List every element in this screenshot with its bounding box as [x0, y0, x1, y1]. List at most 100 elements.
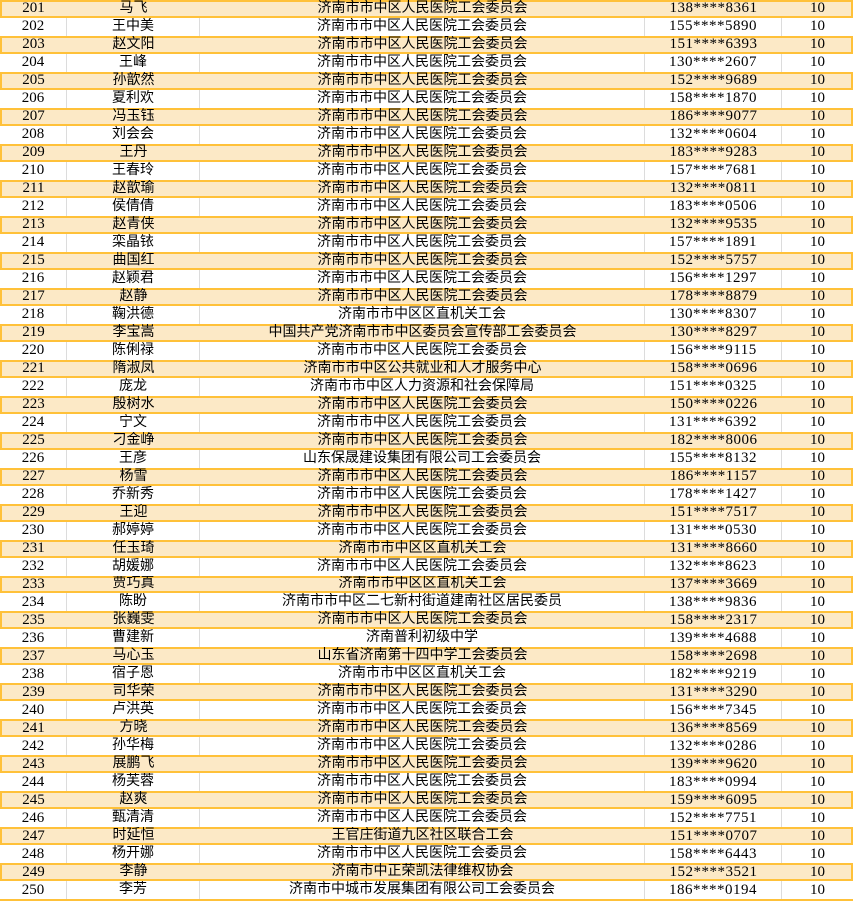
- cell-score[interactable]: 10: [810, 108, 825, 125]
- cell-score[interactable]: 10: [810, 324, 825, 341]
- cell-name[interactable]: 侯倩倩: [67, 197, 200, 216]
- cell-org[interactable]: 山东保晟建设集团有限公司工会委员会: [200, 449, 645, 468]
- cell-phone[interactable]: 186****1157: [669, 468, 758, 485]
- cell-phone[interactable]: 158****1870: [645, 89, 782, 108]
- cell-serial[interactable]: 219: [22, 324, 45, 341]
- cell-org[interactable]: 济南市市中区人民医院工会委员会: [317, 288, 528, 304]
- cell-score[interactable]: 10: [810, 198, 825, 215]
- cell-phone[interactable]: 151****0707: [669, 827, 758, 844]
- cell-serial[interactable]: 235: [22, 611, 45, 628]
- cell-name[interactable]: 刘会会: [67, 125, 200, 144]
- cell-score[interactable]: 10: [810, 270, 825, 287]
- cell-serial[interactable]: 226: [0, 449, 67, 468]
- cell-phone[interactable]: 151****7517: [669, 504, 758, 521]
- cell-name[interactable]: 栾晶铱: [67, 233, 200, 252]
- cell-org[interactable]: 济南市市中区人民医院工会委员会: [317, 252, 528, 268]
- cell-name[interactable]: 王迎: [119, 504, 148, 520]
- cell-phone[interactable]: 183****0506: [645, 197, 782, 216]
- cell-score[interactable]: 10: [810, 468, 825, 485]
- cell-name[interactable]: 王中美: [67, 17, 200, 36]
- cell-name[interactable]: 赵颖君: [67, 269, 200, 288]
- cell-serial[interactable]: 208: [0, 125, 67, 144]
- cell-phone[interactable]: 186****0194: [645, 881, 782, 899]
- cell-phone[interactable]: 132****8623: [645, 557, 782, 576]
- cell-serial[interactable]: 249: [22, 863, 45, 880]
- cell-phone[interactable]: 152****5757: [669, 252, 758, 269]
- cell-phone[interactable]: 183****0994: [645, 773, 782, 792]
- cell-serial[interactable]: 246: [0, 809, 67, 828]
- cell-score[interactable]: 10: [810, 809, 825, 826]
- cell-serial[interactable]: 247: [22, 827, 45, 844]
- cell-name[interactable]: 赵青侠: [112, 216, 155, 232]
- cell-name[interactable]: 方晓: [119, 720, 148, 736]
- cell-serial[interactable]: 209: [22, 144, 45, 161]
- cell-serial[interactable]: 222: [0, 377, 67, 396]
- cell-org[interactable]: 济南市市中区人民医院工会委员会: [200, 125, 645, 144]
- cell-org[interactable]: 济南市市中区人民医院工会委员会: [317, 144, 528, 160]
- cell-score[interactable]: 10: [810, 863, 825, 880]
- cell-serial[interactable]: 245: [22, 791, 45, 808]
- cell-serial[interactable]: 230: [0, 521, 67, 540]
- cell-serial[interactable]: 238: [0, 665, 67, 684]
- cell-phone[interactable]: 130****8307: [645, 305, 782, 324]
- cell-phone[interactable]: 178****8879: [669, 288, 758, 305]
- cell-org[interactable]: 济南市市中区人民医院工会委员会: [317, 396, 528, 412]
- cell-score[interactable]: 10: [810, 216, 825, 233]
- cell-org[interactable]: 济南市市中区人民医院工会委员会: [317, 432, 528, 448]
- cell-phone[interactable]: 155****8132: [645, 449, 782, 468]
- cell-org[interactable]: 济南市市中区区直机关工会: [200, 665, 645, 684]
- cell-score[interactable]: 10: [810, 252, 825, 269]
- cell-org[interactable]: 济南市中正荣凯法律维权协会: [331, 864, 514, 880]
- cell-score[interactable]: 10: [810, 306, 825, 323]
- cell-score[interactable]: 10: [810, 144, 825, 161]
- cell-serial[interactable]: 243: [22, 755, 45, 772]
- cell-score[interactable]: 10: [810, 575, 825, 592]
- cell-name[interactable]: 宁文: [67, 413, 200, 432]
- cell-serial[interactable]: 207: [22, 108, 45, 125]
- cell-name[interactable]: 贾巧真: [112, 576, 155, 592]
- cell-score[interactable]: 10: [810, 414, 825, 431]
- cell-serial[interactable]: 237: [22, 647, 45, 664]
- cell-phone[interactable]: 158****2317: [669, 611, 758, 628]
- cell-score[interactable]: 10: [810, 126, 825, 143]
- cell-org[interactable]: 济南市市中区二七新村街道建南社区居民委员: [200, 593, 645, 612]
- cell-org[interactable]: 济南市市中区人民医院工会委员会: [317, 468, 528, 484]
- cell-name[interactable]: 冯玉钰: [112, 108, 155, 124]
- cell-org[interactable]: 济南市市中区人民医院工会委员会: [200, 557, 645, 576]
- cell-org[interactable]: 济南市市中区人民医院工会委员会: [317, 180, 528, 196]
- cell-score[interactable]: 10: [810, 683, 825, 700]
- cell-org[interactable]: 济南市市中区人民医院工会委员会: [317, 36, 528, 52]
- cell-phone[interactable]: 130****2607: [645, 53, 782, 72]
- cell-phone[interactable]: 152****7751: [645, 809, 782, 828]
- cell-name[interactable]: 甄清清: [67, 809, 200, 828]
- cell-org[interactable]: 王官庄街道九区社区联合工会: [331, 828, 514, 844]
- cell-score[interactable]: 10: [810, 540, 825, 557]
- cell-score[interactable]: 10: [810, 791, 825, 808]
- cell-serial[interactable]: 210: [0, 161, 67, 180]
- cell-phone[interactable]: 158****0696: [669, 360, 758, 377]
- cell-name[interactable]: 张巍雯: [112, 612, 155, 628]
- cell-score[interactable]: 10: [810, 90, 825, 107]
- cell-org[interactable]: 济南市市中区公共就业和人才服务中心: [303, 360, 542, 376]
- cell-phone[interactable]: 136****8569: [669, 719, 758, 736]
- cell-name[interactable]: 王春玲: [67, 161, 200, 180]
- cell-org[interactable]: 济南市市中区人民医院工会委员会: [200, 845, 645, 864]
- cell-org[interactable]: 济南市市中区人民医院工会委员会: [200, 521, 645, 540]
- cell-score[interactable]: 10: [810, 522, 825, 539]
- cell-org[interactable]: 济南市市中区人民医院工会委员会: [200, 701, 645, 720]
- cell-serial[interactable]: 239: [22, 683, 45, 700]
- cell-phone[interactable]: 157****1891: [645, 233, 782, 252]
- cell-name[interactable]: 曲国红: [112, 252, 155, 268]
- cell-serial[interactable]: 220: [0, 341, 67, 360]
- cell-org[interactable]: 济南市市中区人民医院工会委员会: [317, 72, 528, 88]
- cell-serial[interactable]: 231: [22, 540, 45, 557]
- cell-name[interactable]: 赵歆瑜: [112, 180, 155, 196]
- cell-score[interactable]: 10: [810, 234, 825, 251]
- cell-org[interactable]: 济南市市中区人民医院工会委员会: [200, 809, 645, 828]
- cell-score[interactable]: 10: [810, 701, 825, 718]
- cell-serial[interactable]: 203: [22, 36, 45, 53]
- cell-name[interactable]: 卢洪英: [67, 701, 200, 720]
- cell-phone[interactable]: 139****4688: [645, 629, 782, 648]
- cell-serial[interactable]: 244: [0, 773, 67, 792]
- cell-name[interactable]: 郝婷婷: [67, 521, 200, 540]
